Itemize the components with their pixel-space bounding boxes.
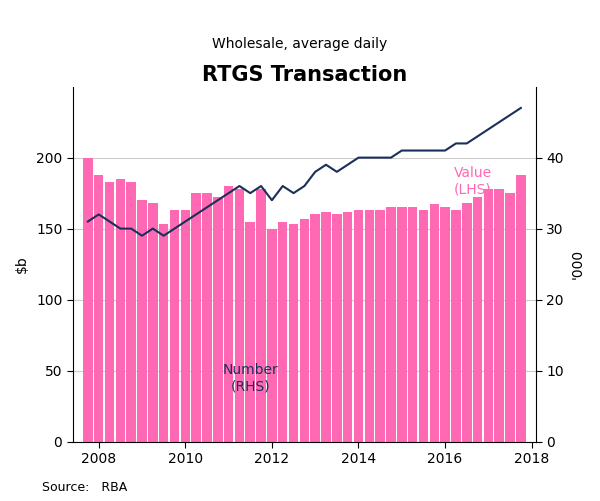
- Bar: [365, 210, 374, 441]
- Bar: [235, 189, 244, 441]
- Bar: [116, 179, 125, 441]
- Text: Value
(LHS): Value (LHS): [454, 166, 492, 196]
- Bar: [419, 210, 428, 441]
- Bar: [202, 193, 212, 441]
- Bar: [440, 207, 450, 441]
- Bar: [170, 210, 179, 441]
- Bar: [516, 175, 526, 441]
- Bar: [310, 214, 320, 441]
- Bar: [473, 197, 482, 441]
- Bar: [354, 210, 363, 441]
- Bar: [451, 210, 461, 441]
- Bar: [408, 207, 418, 441]
- Y-axis label: '000: '000: [571, 249, 585, 279]
- Bar: [321, 211, 331, 441]
- Bar: [191, 193, 201, 441]
- Bar: [224, 186, 233, 441]
- Bar: [94, 175, 103, 441]
- Bar: [127, 182, 136, 441]
- Bar: [505, 193, 515, 441]
- Bar: [332, 214, 341, 441]
- Bar: [256, 189, 266, 441]
- Bar: [386, 207, 396, 441]
- Bar: [213, 197, 223, 441]
- Bar: [299, 218, 309, 441]
- Bar: [83, 158, 92, 441]
- Bar: [289, 224, 298, 441]
- Text: Source:   RBA: Source: RBA: [42, 481, 127, 494]
- Text: Wholesale, average daily: Wholesale, average daily: [212, 37, 388, 51]
- Bar: [494, 189, 504, 441]
- Bar: [278, 221, 287, 441]
- Bar: [397, 207, 407, 441]
- Bar: [484, 189, 493, 441]
- Bar: [105, 182, 115, 441]
- Y-axis label: $b: $b: [15, 255, 29, 273]
- Bar: [159, 224, 169, 441]
- Bar: [245, 221, 255, 441]
- Bar: [267, 228, 277, 441]
- Bar: [181, 210, 190, 441]
- Bar: [430, 204, 439, 441]
- Bar: [462, 203, 472, 441]
- Text: Number
(RHS): Number (RHS): [223, 363, 278, 393]
- Bar: [343, 211, 352, 441]
- Bar: [137, 200, 147, 441]
- Title: RTGS Transaction: RTGS Transaction: [202, 65, 407, 85]
- Bar: [148, 203, 158, 441]
- Bar: [376, 210, 385, 441]
